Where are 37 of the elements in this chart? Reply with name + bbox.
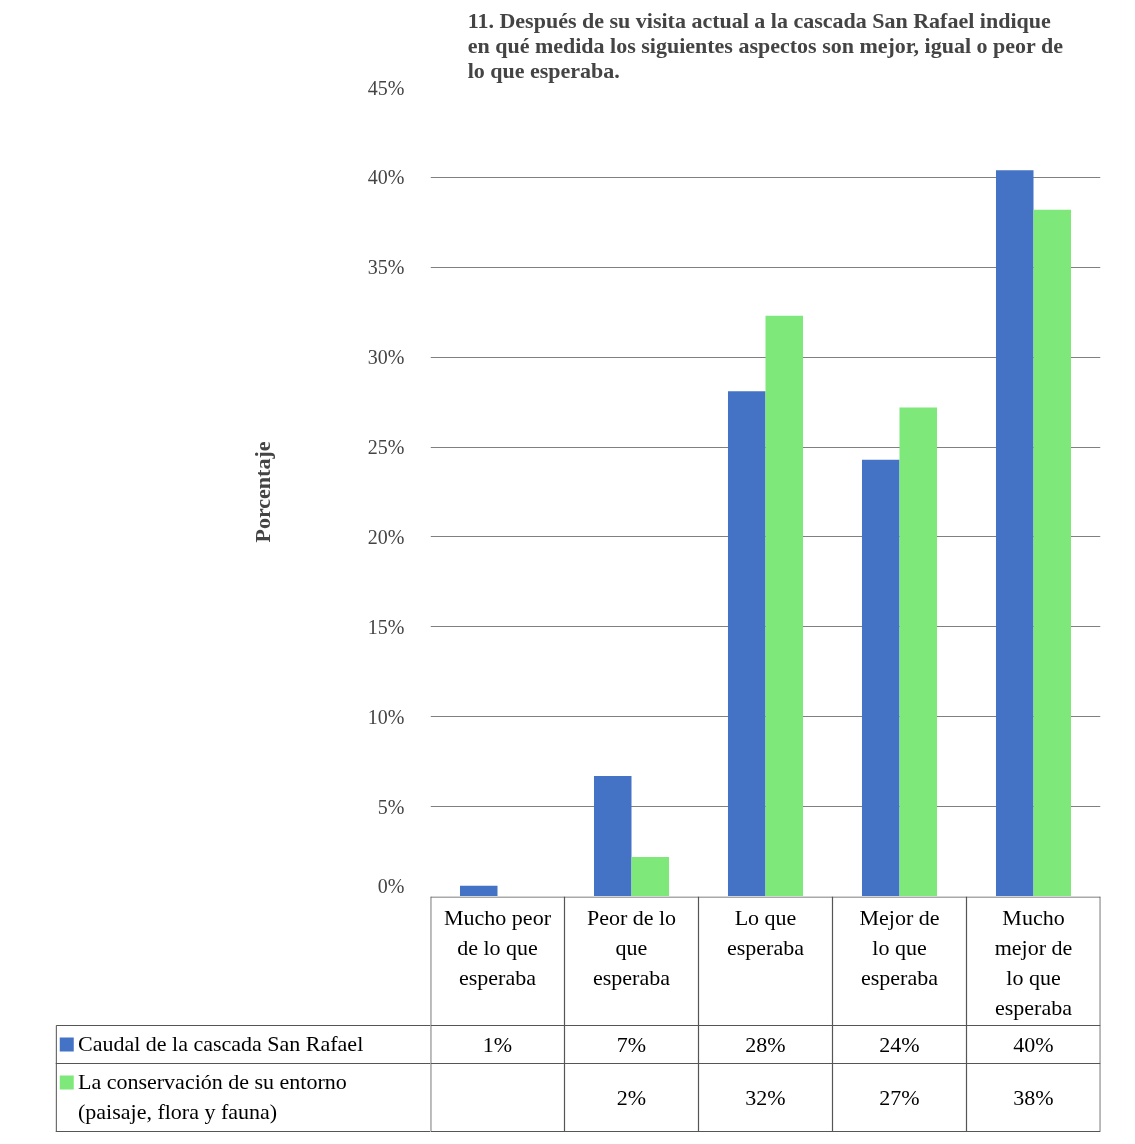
bar — [899, 407, 938, 896]
x-tick-label: Peor de lo que esperaba — [586, 904, 677, 990]
data-label: 27% — [879, 1085, 920, 1110]
y-axis-title: Porcentaje — [249, 441, 275, 543]
y-tick-label: 15% — [367, 615, 405, 638]
y-tick-label: 40% — [367, 166, 405, 189]
x-tick-label: Lo que esperaba — [727, 904, 805, 960]
data-label: 40% — [1013, 1032, 1054, 1057]
bar — [995, 170, 1034, 896]
data-label: 38% — [1013, 1085, 1054, 1110]
legend-label: La conservación de su entorno (paisaje, flora y fauna) — [78, 1068, 347, 1124]
y-tick-label: 35% — [367, 256, 405, 279]
bar — [727, 391, 766, 896]
x-tick-label: Mucho peor de lo que esperaba — [444, 904, 552, 990]
bar — [459, 885, 498, 896]
y-tick-label: 20% — [367, 525, 405, 548]
y-tick-label: 45% — [367, 76, 405, 99]
data-label: 24% — [879, 1032, 920, 1057]
bar — [861, 459, 900, 896]
data-label: 28% — [745, 1032, 786, 1057]
y-tick-label: 0% — [377, 874, 405, 897]
data-label: 32% — [745, 1085, 786, 1110]
bar — [1033, 209, 1072, 896]
x-tick-label: Mucho mejor de lo que esperaba — [994, 904, 1073, 1020]
data-label: 2% — [616, 1085, 647, 1110]
x-tick-label: Mejor de lo que esperaba — [859, 904, 940, 990]
y-tick-label: 5% — [377, 795, 405, 818]
y-tick-label: 30% — [367, 346, 405, 369]
bar — [593, 776, 632, 896]
chart-title: 11. Después de su visita actual a la cascada San Rafael indique en qué medida los siguientes aspectos son mejor, igual o peor de lo que esperaba. — [467, 7, 1064, 83]
y-tick-label: 10% — [367, 705, 405, 728]
bar — [631, 856, 670, 896]
legend-label: Caudal de la cascada San Rafael — [78, 1030, 364, 1056]
data-label: 1% — [482, 1032, 513, 1057]
data-label: 7% — [616, 1032, 647, 1057]
bar — [765, 315, 804, 896]
y-tick-label: 25% — [367, 436, 405, 459]
